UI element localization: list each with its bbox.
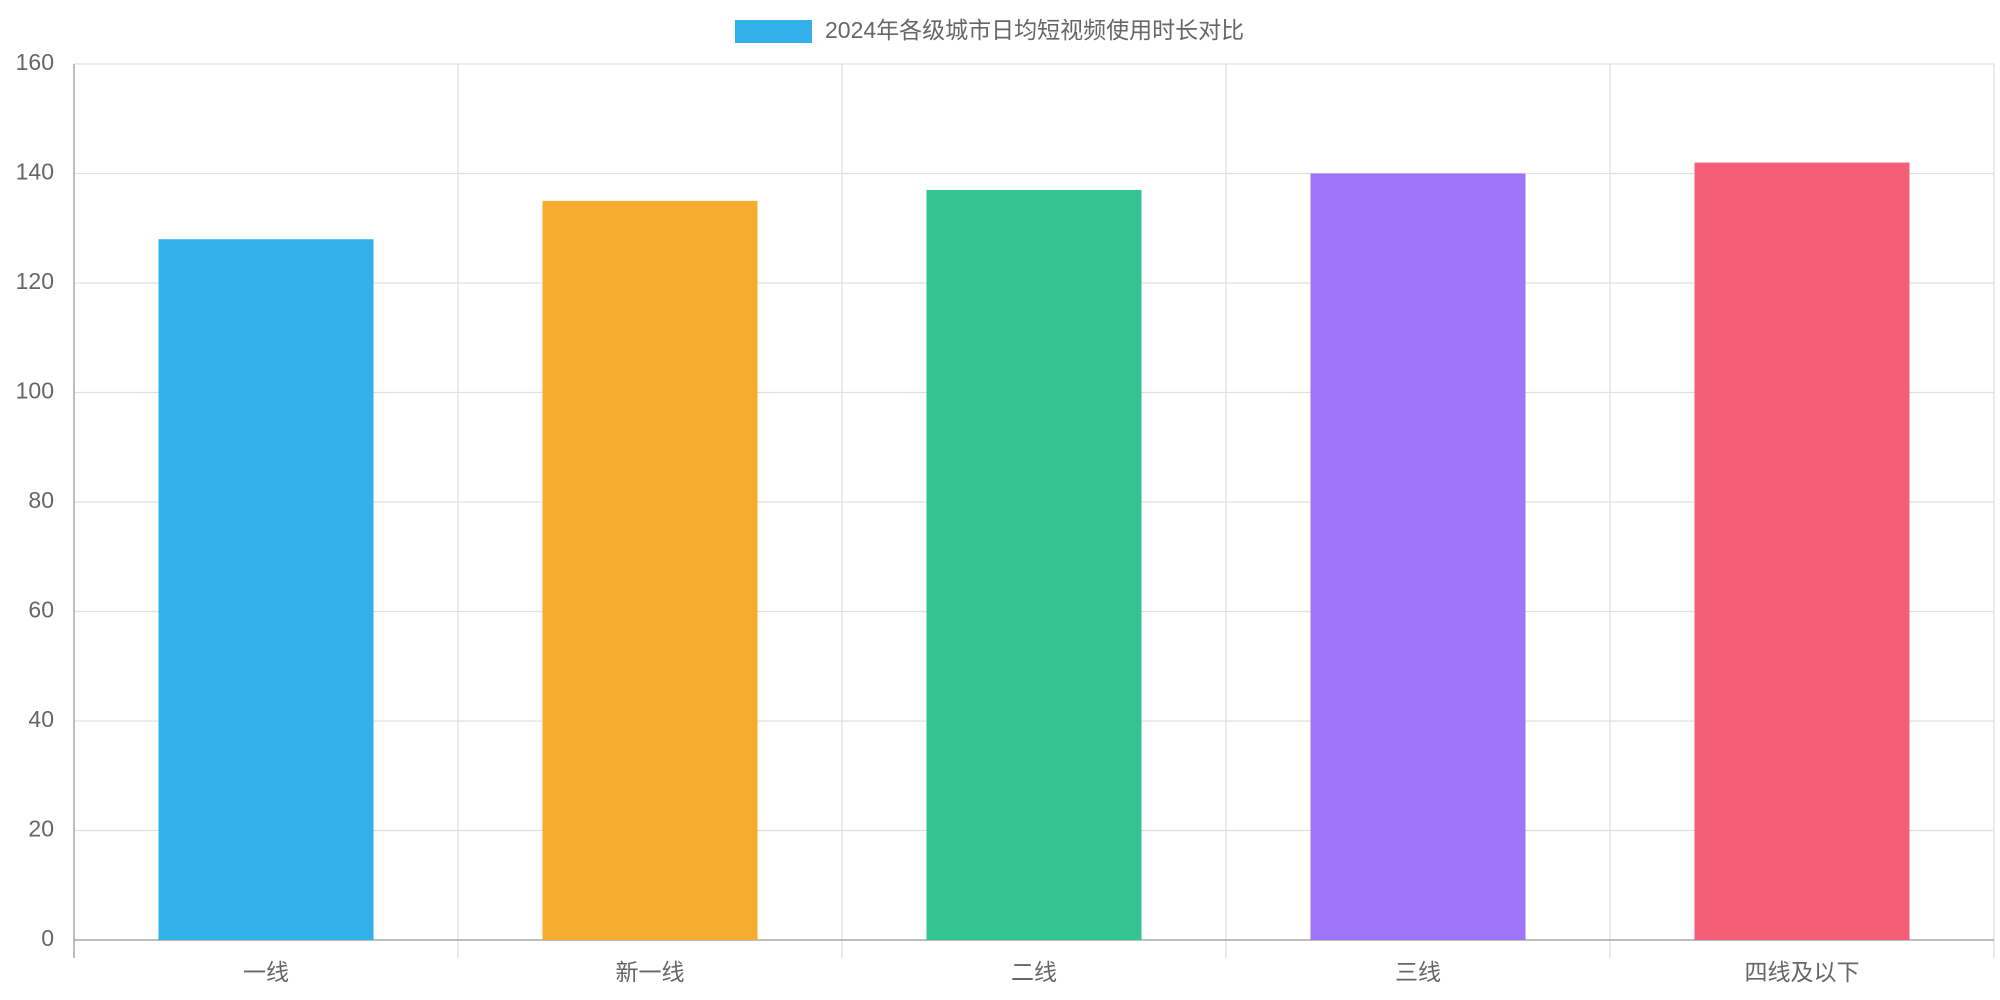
y-tick-label: 100 xyxy=(16,378,54,404)
y-tick-label: 60 xyxy=(28,597,54,623)
bar xyxy=(1310,173,1526,940)
y-tick-label: 120 xyxy=(16,268,54,294)
bar xyxy=(926,189,1142,941)
legend-label: 2024年各级城市日均短视频使用时长对比 xyxy=(825,17,1244,43)
x-tick-label: 新一线 xyxy=(616,959,685,985)
y-tick-label: 80 xyxy=(28,487,54,513)
y-tick-label: 140 xyxy=(16,159,54,185)
legend-swatch xyxy=(735,20,812,43)
bar xyxy=(158,239,374,940)
x-tick-label: 二线 xyxy=(1011,959,1057,985)
x-tick-label: 一线 xyxy=(243,959,289,985)
x-tick-label: 四线及以下 xyxy=(1745,959,1860,985)
bar xyxy=(1694,162,1910,941)
y-tick-label: 160 xyxy=(16,49,54,75)
y-tick-label: 20 xyxy=(28,816,54,842)
x-tick-label: 三线 xyxy=(1395,959,1441,985)
bar xyxy=(542,200,758,940)
y-tick-label: 40 xyxy=(28,706,54,732)
y-tick-label: 0 xyxy=(41,925,54,951)
